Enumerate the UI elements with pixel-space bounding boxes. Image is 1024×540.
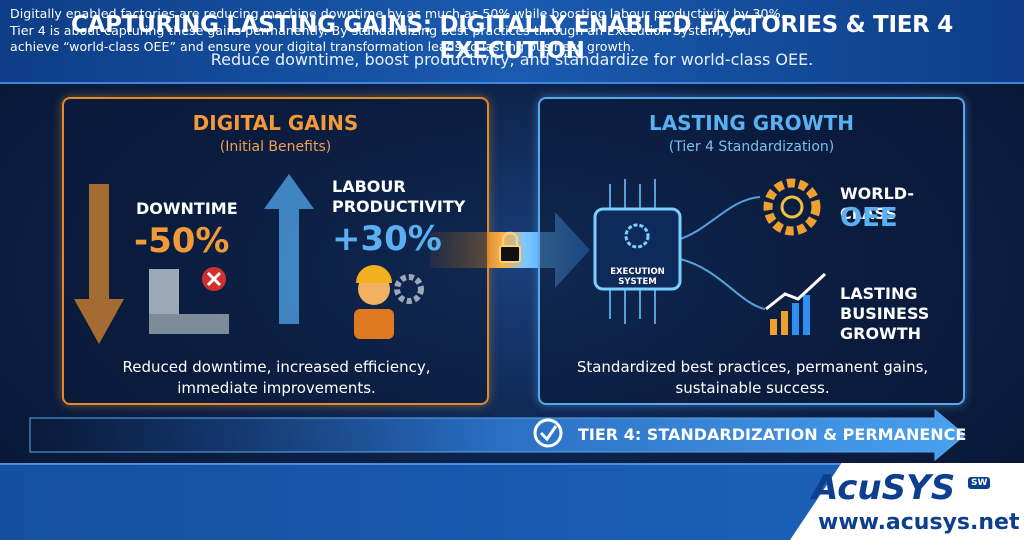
worker-body (354, 309, 394, 339)
growth-chart (765, 272, 827, 335)
error-x (206, 271, 222, 287)
footer-text: Digitally enabled factories are reducing… (10, 6, 785, 54)
down-arrow (74, 184, 124, 344)
logo-badge: SW (968, 477, 991, 489)
outcome-label: LASTING BUSINESS GROWTH (840, 284, 930, 343)
panel-title: DIGITAL GAINS (192, 111, 359, 135)
helmet (356, 265, 392, 283)
chip-gear (624, 223, 650, 249)
gear (394, 274, 424, 304)
right-panel: LASTING GROWTH (Tier 4 Standardization) … (538, 97, 965, 405)
logo: AcuSYS (812, 468, 956, 508)
oee-gear-hub (780, 195, 804, 219)
metric-value: -50% (134, 221, 230, 261)
machine-base (149, 314, 229, 334)
right-icons (593, 178, 827, 335)
metric-value: +30% (332, 219, 442, 259)
up-arrow (264, 174, 314, 324)
outcome-label: WORLD-CLASS (840, 184, 914, 223)
banner-text: TIER 4: STANDARDIZATION & PERMANENCE (578, 425, 967, 444)
lock-icon (499, 245, 521, 263)
panel-description: Reduced downtime, increased efficiency, … (122, 358, 431, 397)
chip-label: EXECUTION SYSTEM (610, 267, 665, 287)
title: CAPTURING LASTING GAINS: DIGITALLY ENABL… (71, 12, 953, 64)
left-panel: DIGITAL GAINS (Initial Benefits) DOWNTIM… (62, 97, 489, 405)
panel-title: LASTING GROWTH (648, 111, 855, 135)
panel-description: Standardized best practices, permanent g… (576, 358, 929, 397)
panel-subtitle: (Initial Benefits) (219, 139, 332, 155)
chip (593, 207, 682, 291)
header (0, 0, 1024, 84)
left-icons (74, 174, 424, 344)
url: www.acusys.net (818, 510, 1020, 535)
metric-label: LABOUR PRODUCTIVITY (332, 177, 466, 216)
check-mark (539, 425, 558, 442)
circuit-lines (609, 179, 766, 324)
lock-shackle (501, 231, 519, 246)
outcome-emphasis: OEE (840, 203, 898, 233)
oee-gear (763, 178, 821, 236)
banner-arrow (29, 408, 966, 462)
subtitle: Reduce downtime, boost productivity, and… (210, 50, 814, 69)
metric-label: DOWNTIME (136, 199, 238, 218)
check-icon (533, 418, 563, 448)
panel-subtitle: (Tier 4 Standardization) (668, 139, 835, 155)
